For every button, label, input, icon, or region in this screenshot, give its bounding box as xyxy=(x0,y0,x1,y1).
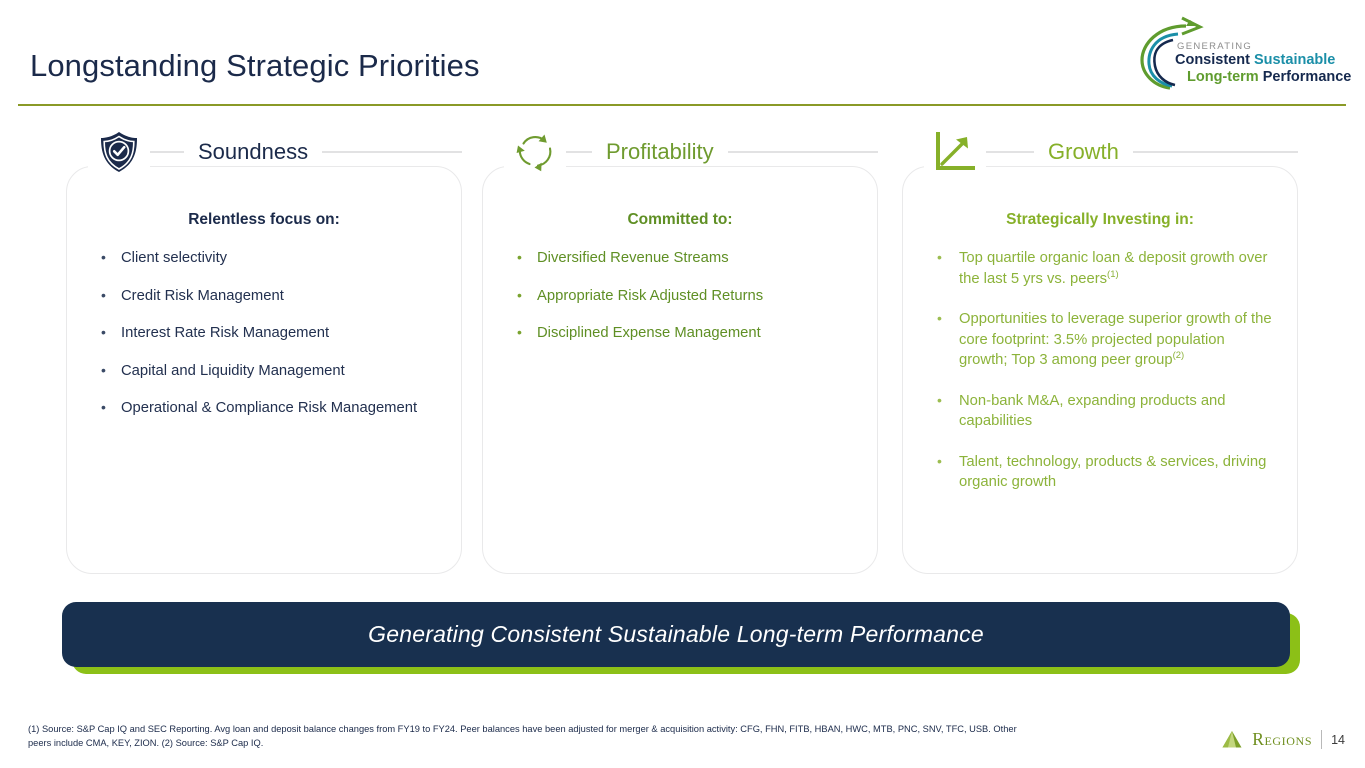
column-header-growth: Growth xyxy=(902,128,1298,176)
footer: Regions 14 xyxy=(1221,729,1345,750)
list-item: Appropriate Risk Adjusted Returns xyxy=(503,285,857,307)
card-body-profitability: Committed to: Diversified Revenue Stream… xyxy=(483,211,877,361)
footer-divider xyxy=(1321,730,1323,749)
list-item: Talent, technology, products & services,… xyxy=(923,451,1277,493)
card-subheading-growth: Strategically Investing in: xyxy=(1006,211,1194,228)
list-item-text: Top quartile organic loan & deposit grow… xyxy=(959,250,1268,287)
list-item: Opportunities to leverage superior growt… xyxy=(923,308,1277,371)
brand-name: Regions xyxy=(1252,729,1313,749)
list-item-text: Opportunities to leverage superior growt… xyxy=(959,311,1272,368)
card-growth: Strategically Investing in: Top quartile… xyxy=(902,166,1298,574)
footnote-ref: (1) xyxy=(1107,268,1119,280)
list-item: Top quartile organic loan & deposit grow… xyxy=(923,247,1277,289)
growth-chart-arrow-icon xyxy=(924,129,986,175)
list-item: Disciplined Expense Management xyxy=(503,322,857,344)
card-body-growth: Strategically Investing in: Top quartile… xyxy=(903,211,1297,513)
banner-text: Generating Consistent Sustainable Long-t… xyxy=(368,621,984,647)
swoosh-arrows-icon xyxy=(1140,16,1204,90)
card-profitability: Committed to: Diversified Revenue Stream… xyxy=(482,166,878,574)
footnote: (1) Source: S&P Cap IQ and SEC Reporting… xyxy=(28,724,1017,748)
banner-fill: Generating Consistent Sustainable Long-t… xyxy=(62,602,1290,667)
list-item: Operational & Compliance Risk Management xyxy=(87,397,441,419)
regions-pyramid-icon xyxy=(1222,731,1242,748)
card-body-soundness: Relentless focus on: Client selectivity … xyxy=(67,211,461,436)
kicker-line-1: GENERATING xyxy=(1177,41,1253,52)
list-item: Client selectivity xyxy=(87,247,441,269)
bullet-list-soundness: Client selectivity Credit Risk Managemen… xyxy=(87,247,441,419)
column-label-growth: Growth xyxy=(1034,139,1133,165)
list-item-text: Talent, technology, products & services,… xyxy=(959,453,1267,491)
list-item: Interest Rate Risk Management xyxy=(87,322,441,344)
kicker-sustainable: Sustainable xyxy=(1253,52,1336,68)
shield-check-icon xyxy=(88,129,150,175)
list-item: Diversified Revenue Streams xyxy=(503,247,857,269)
list-item: Capital and Liquidity Management xyxy=(87,360,441,382)
bullet-list-profitability: Diversified Revenue Streams Appropriate … xyxy=(503,247,857,344)
page-title: Longstanding Strategic Priorities xyxy=(30,48,480,83)
list-item: Credit Risk Management xyxy=(87,285,441,307)
kicker-longterm: Long-term xyxy=(1187,69,1259,85)
card-subheading-profitability: Committed to: xyxy=(627,211,733,228)
bullet-list-growth: Top quartile organic loan & deposit grow… xyxy=(923,247,1277,493)
card-subheading-soundness: Relentless focus on: xyxy=(188,211,340,228)
page-number: 14 xyxy=(1331,732,1345,747)
column-label-profitability: Profitability xyxy=(592,139,728,165)
kicker-performance: Performance xyxy=(1262,69,1352,85)
card-soundness: Relentless focus on: Client selectivity … xyxy=(66,166,462,574)
column-header-soundness: Soundness xyxy=(66,128,462,176)
generating-performance-logo: GENERATING Consistent Sustainable Long-t… xyxy=(1128,14,1352,94)
list-item-text: Non-bank M&A, expanding products and cap… xyxy=(959,392,1226,430)
title-divider xyxy=(18,104,1346,106)
list-item: Non-bank M&A, expanding products and cap… xyxy=(923,390,1277,432)
column-header-profitability: Profitability xyxy=(482,128,878,176)
kicker-consistent: Consistent xyxy=(1175,52,1250,68)
footnote-ref: (2) xyxy=(1172,350,1185,362)
circular-arrows-icon xyxy=(504,129,566,175)
tagline-banner: Generating Consistent Sustainable Long-t… xyxy=(62,602,1300,674)
column-label-soundness: Soundness xyxy=(184,139,323,165)
